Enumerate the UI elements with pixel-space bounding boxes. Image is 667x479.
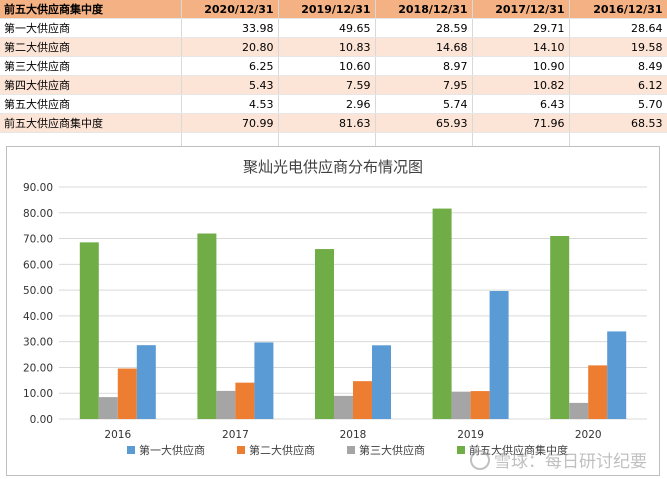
bar[interactable] (353, 381, 372, 419)
chart-area[interactable]: 聚灿光电供应商分布情况图 0.00 10.00 20.00 30.00 40.00 50.0… (6, 146, 660, 476)
legend-label[interactable]: 第二大供应商 (249, 443, 315, 457)
y-tick-label: 60.00 (23, 259, 53, 271)
value-cell[interactable]: 71.96 (472, 113, 570, 133)
value-cell[interactable]: 29.71 (472, 18, 570, 38)
bar[interactable] (607, 331, 627, 419)
table-header-cell[interactable]: 2020/12/31 (181, 0, 279, 19)
x-tick-label: 2016 (104, 429, 131, 441)
bar[interactable] (489, 291, 509, 419)
bar[interactable] (254, 342, 274, 419)
table-row: 前五大供应商集中度 70.99 81.63 65.93 71.96 68.53 (0, 113, 667, 133)
spreadsheet: 前五大供应商集中度 2020/12/31 2019/12/31 2018/12/31 2… (0, 0, 667, 151)
table-header-cell[interactable]: 前五大供应商集中度 (0, 0, 182, 19)
table-header-cell[interactable]: 2019/12/31 (278, 0, 376, 19)
legend-label[interactable]: 第三大供应商 (359, 443, 425, 457)
value-cell[interactable]: 7.95 (375, 75, 473, 95)
value-cell[interactable]: 6.25 (181, 56, 279, 76)
supplier-table: 前五大供应商集中度 2020/12/31 2019/12/31 2018/12/31 2… (0, 0, 667, 151)
value-cell[interactable]: 14.68 (375, 37, 473, 57)
y-tick-label: 10.00 (23, 388, 53, 400)
bar[interactable] (470, 391, 490, 419)
bar[interactable] (117, 368, 137, 419)
table-row: 第四大供应商 5.43 7.59 7.95 10.82 6.12 (0, 75, 667, 95)
bar[interactable] (197, 233, 217, 419)
x-tick-label: 2020 (575, 429, 602, 441)
row-label-cell[interactable]: 第四大供应商 (0, 75, 182, 95)
value-cell[interactable]: 14.10 (472, 37, 570, 57)
table-row: 第三大供应商 6.25 10.60 8.97 10.90 8.49 (0, 56, 667, 76)
table-header-cell[interactable]: 2016/12/31 (569, 0, 667, 19)
value-cell[interactable]: 8.97 (375, 56, 473, 76)
legend-label[interactable]: 前五大供应商集中度 (469, 443, 568, 457)
bar-chart: 聚灿光电供应商分布情况图 0.00 10.00 20.00 30.00 40.00 50.0… (23, 158, 647, 457)
value-cell[interactable]: 33.98 (181, 18, 279, 38)
value-cell[interactable]: 4.53 (181, 94, 279, 114)
y-tick-label: 70.00 (23, 234, 53, 246)
legend-swatch (457, 446, 465, 454)
bar[interactable] (451, 391, 471, 419)
bar[interactable] (550, 236, 570, 419)
value-cell[interactable]: 19.58 (569, 37, 667, 57)
chart-title: 聚灿光电供应商分布情况图 (243, 158, 423, 176)
value-cell[interactable]: 68.53 (569, 113, 667, 133)
bar[interactable] (432, 208, 452, 419)
value-cell[interactable]: 10.82 (472, 75, 570, 95)
value-cell[interactable]: 5.43 (181, 75, 279, 95)
value-cell[interactable]: 28.64 (569, 18, 667, 38)
value-cell[interactable]: 5.70 (569, 94, 667, 114)
value-cell[interactable]: 8.49 (569, 56, 667, 76)
value-cell[interactable]: 10.60 (278, 56, 376, 76)
row-label-cell[interactable]: 前五大供应商集中度 (0, 113, 182, 133)
row-label-cell[interactable]: 第二大供应商 (0, 37, 182, 57)
y-tick-label: 50.00 (23, 285, 53, 297)
table-header-cell[interactable]: 2018/12/31 (375, 0, 473, 19)
table-row: 第二大供应商 20.80 10.83 14.68 14.10 19.58 (0, 37, 667, 57)
value-cell[interactable]: 10.90 (472, 56, 570, 76)
bar[interactable] (98, 397, 118, 419)
y-tick-label: 40.00 (23, 311, 53, 323)
table-row: 第五大供应商 4.53 2.96 5.74 6.43 5.70 (0, 94, 667, 114)
legend-label[interactable]: 第一大供应商 (139, 443, 205, 457)
y-tick-label: 20.00 (23, 362, 53, 374)
value-cell[interactable]: 10.83 (278, 37, 376, 57)
value-cell[interactable]: 6.43 (472, 94, 570, 114)
value-cell[interactable]: 20.80 (181, 37, 279, 57)
value-cell[interactable]: 81.63 (278, 113, 376, 133)
y-tick-label: 0.00 (30, 414, 53, 426)
legend-swatch (127, 446, 135, 454)
value-cell[interactable]: 49.65 (278, 18, 376, 38)
value-cell[interactable]: 7.59 (278, 75, 376, 95)
row-label-cell[interactable]: 第一大供应商 (0, 18, 182, 38)
value-cell[interactable]: 6.12 (569, 75, 667, 95)
y-tick-label: 30.00 (23, 337, 53, 349)
legend-swatch (237, 446, 245, 454)
bar[interactable] (569, 402, 589, 419)
x-tick-label: 2017 (222, 429, 249, 441)
x-tick-label: 2019 (457, 429, 484, 441)
table-header-row: 前五大供应商集中度 2020/12/31 2019/12/31 2018/12/31 2… (0, 0, 667, 19)
row-label-cell[interactable]: 第三大供应商 (0, 56, 182, 76)
legend-swatch (347, 446, 355, 454)
value-cell[interactable]: 5.74 (375, 94, 473, 114)
value-cell[interactable]: 28.59 (375, 18, 473, 38)
bar[interactable] (334, 395, 353, 419)
bar[interactable] (315, 249, 334, 419)
bar[interactable] (588, 365, 608, 419)
bar[interactable] (235, 382, 255, 419)
bar[interactable] (79, 242, 99, 419)
table-row: 第一大供应商 33.98 49.65 28.59 29.71 28.64 (0, 18, 667, 38)
bar[interactable] (216, 390, 236, 419)
table-header-cell[interactable]: 2017/12/31 (472, 0, 570, 19)
value-cell[interactable]: 70.99 (181, 113, 279, 133)
bar[interactable] (372, 345, 391, 419)
y-tick-label: 90.00 (23, 182, 53, 194)
bar[interactable] (136, 345, 156, 419)
value-cell[interactable]: 65.93 (375, 113, 473, 133)
y-tick-label: 80.00 (23, 208, 53, 220)
x-tick-label: 2018 (340, 429, 367, 441)
value-cell[interactable]: 2.96 (278, 94, 376, 114)
row-label-cell[interactable]: 第五大供应商 (0, 94, 182, 114)
